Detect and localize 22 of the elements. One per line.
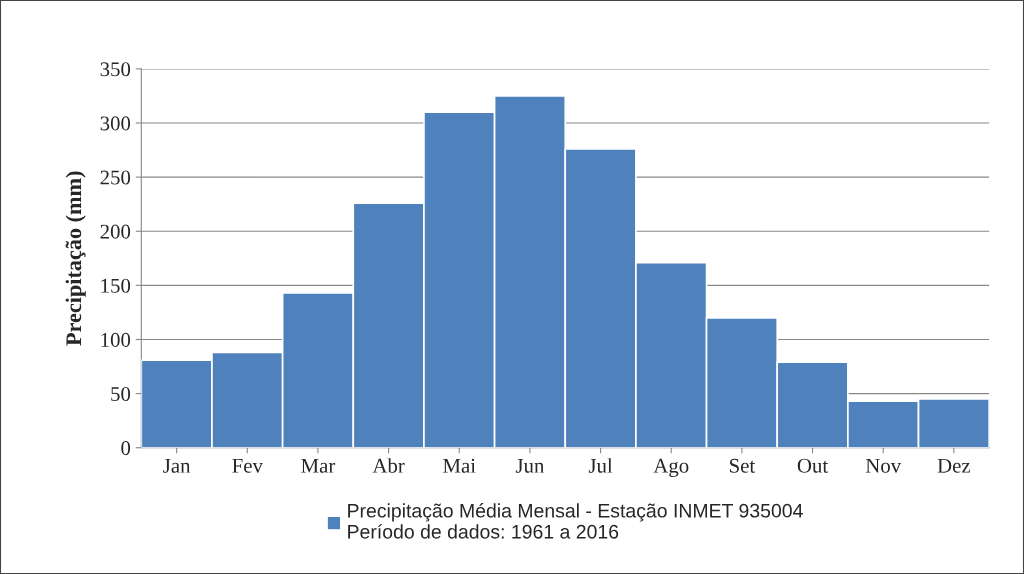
x-tick-label: Jul <box>588 458 613 473</box>
x-tick-label: Fev <box>232 458 263 473</box>
x-tick-label: Nov <box>865 458 902 473</box>
x-tick-label: Mar <box>301 458 336 473</box>
x-tick-label: Dez <box>937 458 971 473</box>
y-axis-title: Precipitação (mm) <box>65 171 86 346</box>
x-tick-label: Ago <box>653 458 689 478</box>
y-tick-label: 0 <box>121 441 131 456</box>
y-tick-label: 100 <box>101 332 131 347</box>
x-tick-label: Abr <box>372 458 405 473</box>
y-tick-label: 200 <box>100 224 131 239</box>
y-tick-label: 350 <box>100 62 131 77</box>
y-tick-label: 300 <box>100 116 131 131</box>
x-tick-label: Set <box>729 458 756 473</box>
y-tick-label: 250 <box>100 170 131 185</box>
x-tick-label: Jan <box>163 458 191 473</box>
x-tick-label: Mai <box>443 458 476 473</box>
y-tick-label: 50 <box>111 386 131 402</box>
x-tick-label: Out <box>797 458 829 473</box>
legend-label: Precipitação Média Mensal - Estação INMET 935004 Período de dados: 1961 a 2016 <box>348 503 803 539</box>
y-tick-label: 150 <box>101 278 131 293</box>
x-tick-label: Jun <box>515 458 545 473</box>
